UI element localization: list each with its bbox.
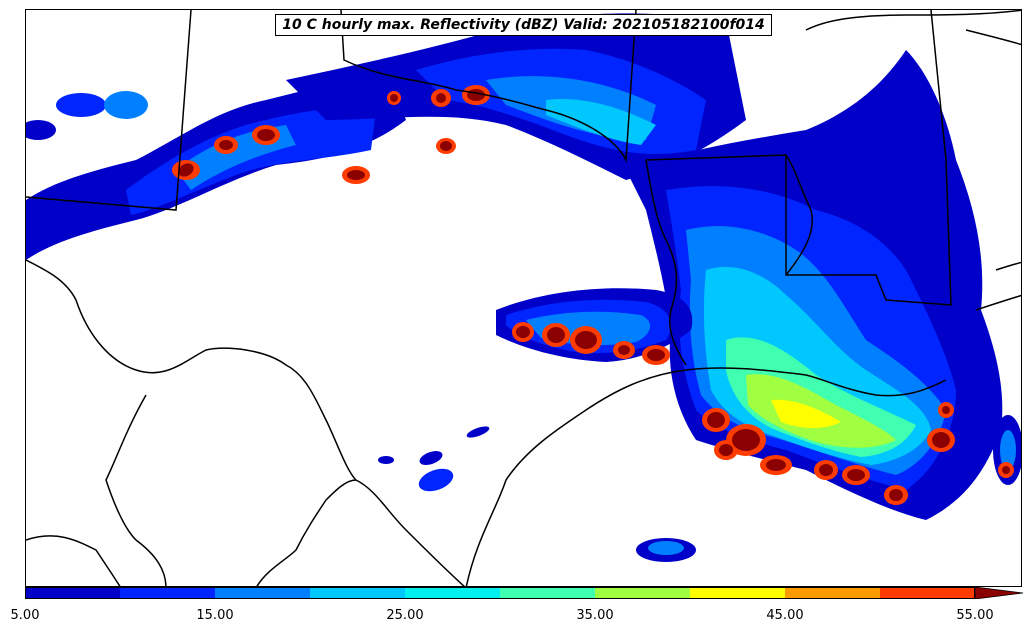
- colorbar-extend-arrow: [974, 587, 1024, 599]
- colorbar-outline: [25, 587, 975, 599]
- map-panel: 10 C hourly max. Reflectivity (dBZ) Vali…: [25, 9, 1022, 587]
- colorbar-tick-label: 55.00: [956, 608, 994, 623]
- reflectivity-field: [26, 13, 1021, 562]
- colorbar-tick-label: 45.00: [766, 608, 804, 623]
- colorbar: [25, 587, 1024, 599]
- colorbar-tick-label: 35.00: [576, 608, 614, 623]
- colorbar-tick-label: 15.00: [196, 608, 234, 623]
- colorbar-segment: [690, 587, 785, 599]
- colorbar-segment: [215, 587, 310, 599]
- colorbar-tick-label: 5.00: [10, 608, 40, 623]
- colorbar-segment: [880, 587, 975, 599]
- reflectivity-map: [26, 10, 1021, 586]
- storm-cells: [172, 85, 1014, 505]
- colorbar-segment: [595, 587, 690, 599]
- state-boundaries: [26, 10, 1021, 586]
- colorbar-segment: [25, 587, 120, 599]
- colorbar-segment: [785, 587, 880, 599]
- colorbar-segment: [500, 587, 595, 599]
- colorbar-segment: [405, 587, 500, 599]
- colorbar-segment: [120, 587, 215, 599]
- colorbar-segment: [310, 587, 405, 599]
- colorbar-tick-label: 25.00: [386, 608, 424, 623]
